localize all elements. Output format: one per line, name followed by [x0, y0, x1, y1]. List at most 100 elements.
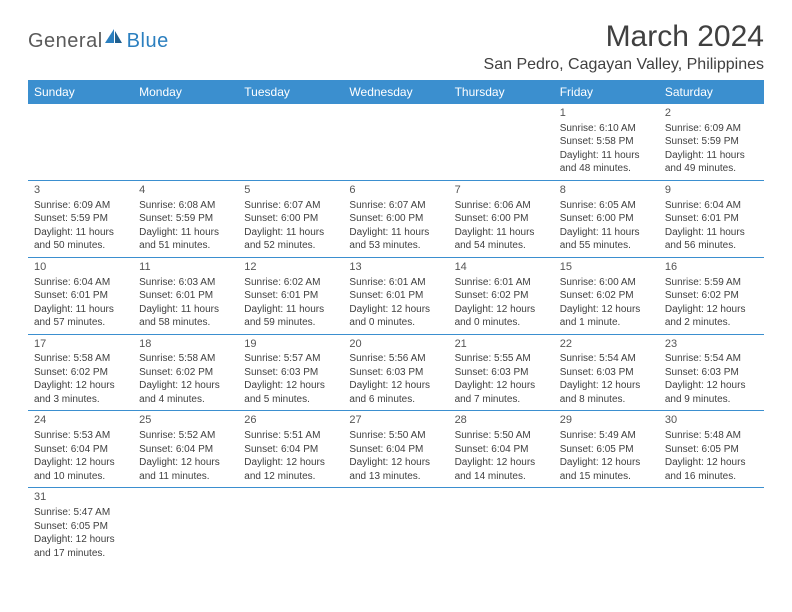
sunrise-text: Sunrise: 5:55 AM [455, 352, 548, 366]
calendar-cell: 11Sunrise: 6:03 AMSunset: 6:01 PMDayligh… [133, 257, 238, 334]
sunset-text: Sunset: 6:04 PM [349, 443, 442, 457]
daylight-text: Daylight: 12 hours and 4 minutes. [139, 379, 232, 406]
calendar-cell: 21Sunrise: 5:55 AMSunset: 6:03 PMDayligh… [449, 334, 554, 411]
day-number: 4 [139, 183, 232, 198]
sunrise-text: Sunrise: 5:52 AM [139, 429, 232, 443]
day-number: 20 [349, 337, 442, 352]
day-header: Sunday [28, 80, 133, 104]
calendar-cell [449, 488, 554, 564]
calendar-cell: 13Sunrise: 6:01 AMSunset: 6:01 PMDayligh… [343, 257, 448, 334]
sunrise-text: Sunrise: 6:01 AM [349, 276, 442, 290]
sunrise-text: Sunrise: 5:58 AM [34, 352, 127, 366]
day-header: Thursday [449, 80, 554, 104]
calendar-cell: 2Sunrise: 6:09 AMSunset: 5:59 PMDaylight… [659, 104, 764, 180]
day-number: 14 [455, 260, 548, 275]
sunrise-text: Sunrise: 5:53 AM [34, 429, 127, 443]
day-number: 16 [665, 260, 758, 275]
sunrise-text: Sunrise: 5:47 AM [34, 506, 127, 520]
sunset-text: Sunset: 6:03 PM [244, 366, 337, 380]
sunrise-text: Sunrise: 6:02 AM [244, 276, 337, 290]
calendar-row: 31Sunrise: 5:47 AMSunset: 6:05 PMDayligh… [28, 488, 764, 564]
sunrise-text: Sunrise: 5:57 AM [244, 352, 337, 366]
sunset-text: Sunset: 6:00 PM [560, 212, 653, 226]
brand-general: General [28, 30, 103, 53]
daylight-text: Daylight: 11 hours and 56 minutes. [665, 226, 758, 253]
location: San Pedro, Cagayan Valley, Philippines [484, 56, 764, 74]
sunset-text: Sunset: 6:04 PM [455, 443, 548, 457]
sunset-text: Sunset: 6:04 PM [34, 443, 127, 457]
sunset-text: Sunset: 6:03 PM [455, 366, 548, 380]
daylight-text: Daylight: 12 hours and 0 minutes. [455, 303, 548, 330]
sunset-text: Sunset: 6:00 PM [244, 212, 337, 226]
daylight-text: Daylight: 12 hours and 16 minutes. [665, 456, 758, 483]
daylight-text: Daylight: 11 hours and 57 minutes. [34, 303, 127, 330]
sunset-text: Sunset: 6:05 PM [560, 443, 653, 457]
sunset-text: Sunset: 6:02 PM [139, 366, 232, 380]
daylight-text: Daylight: 11 hours and 54 minutes. [455, 226, 548, 253]
sunset-text: Sunset: 6:01 PM [665, 212, 758, 226]
sunrise-text: Sunrise: 6:08 AM [139, 199, 232, 213]
daylight-text: Daylight: 12 hours and 2 minutes. [665, 303, 758, 330]
sunset-text: Sunset: 5:59 PM [665, 135, 758, 149]
sunrise-text: Sunrise: 5:59 AM [665, 276, 758, 290]
sunset-text: Sunset: 5:58 PM [560, 135, 653, 149]
calendar-cell: 14Sunrise: 6:01 AMSunset: 6:02 PMDayligh… [449, 257, 554, 334]
day-number: 11 [139, 260, 232, 275]
brand-logo: General Blue [28, 20, 169, 53]
sunrise-text: Sunrise: 6:01 AM [455, 276, 548, 290]
calendar-cell: 25Sunrise: 5:52 AMSunset: 6:04 PMDayligh… [133, 411, 238, 488]
daylight-text: Daylight: 12 hours and 15 minutes. [560, 456, 653, 483]
calendar-body: 1Sunrise: 6:10 AMSunset: 5:58 PMDaylight… [28, 104, 764, 564]
daylight-text: Daylight: 12 hours and 9 minutes. [665, 379, 758, 406]
calendar-cell: 16Sunrise: 5:59 AMSunset: 6:02 PMDayligh… [659, 257, 764, 334]
sunrise-text: Sunrise: 6:04 AM [665, 199, 758, 213]
day-header: Saturday [659, 80, 764, 104]
sunset-text: Sunset: 6:01 PM [34, 289, 127, 303]
sunset-text: Sunset: 6:01 PM [139, 289, 232, 303]
day-number: 15 [560, 260, 653, 275]
daylight-text: Daylight: 12 hours and 0 minutes. [349, 303, 442, 330]
day-number: 27 [349, 413, 442, 428]
calendar-cell: 3Sunrise: 6:09 AMSunset: 5:59 PMDaylight… [28, 180, 133, 257]
day-number: 28 [455, 413, 548, 428]
sunrise-text: Sunrise: 5:51 AM [244, 429, 337, 443]
calendar-cell: 9Sunrise: 6:04 AMSunset: 6:01 PMDaylight… [659, 180, 764, 257]
calendar-cell [343, 104, 448, 180]
calendar-cell: 27Sunrise: 5:50 AMSunset: 6:04 PMDayligh… [343, 411, 448, 488]
day-number: 22 [560, 337, 653, 352]
day-number: 21 [455, 337, 548, 352]
calendar-cell: 10Sunrise: 6:04 AMSunset: 6:01 PMDayligh… [28, 257, 133, 334]
calendar-cell: 6Sunrise: 6:07 AMSunset: 6:00 PMDaylight… [343, 180, 448, 257]
sunrise-text: Sunrise: 6:06 AM [455, 199, 548, 213]
sunset-text: Sunset: 5:59 PM [34, 212, 127, 226]
calendar-cell: 1Sunrise: 6:10 AMSunset: 5:58 PMDaylight… [554, 104, 659, 180]
sunrise-text: Sunrise: 5:54 AM [560, 352, 653, 366]
sunset-text: Sunset: 6:02 PM [665, 289, 758, 303]
day-number: 5 [244, 183, 337, 198]
sail-icon [103, 27, 125, 45]
sunset-text: Sunset: 6:00 PM [349, 212, 442, 226]
calendar-cell [238, 488, 343, 564]
daylight-text: Daylight: 11 hours and 51 minutes. [139, 226, 232, 253]
day-number: 19 [244, 337, 337, 352]
sunset-text: Sunset: 6:01 PM [244, 289, 337, 303]
day-number: 17 [34, 337, 127, 352]
calendar-cell: 24Sunrise: 5:53 AMSunset: 6:04 PMDayligh… [28, 411, 133, 488]
daylight-text: Daylight: 11 hours and 48 minutes. [560, 149, 653, 176]
day-number: 24 [34, 413, 127, 428]
calendar-cell [133, 488, 238, 564]
daylight-text: Daylight: 12 hours and 12 minutes. [244, 456, 337, 483]
sunset-text: Sunset: 6:04 PM [244, 443, 337, 457]
daylight-text: Daylight: 12 hours and 7 minutes. [455, 379, 548, 406]
calendar-row: 1Sunrise: 6:10 AMSunset: 5:58 PMDaylight… [28, 104, 764, 180]
daylight-text: Daylight: 11 hours and 55 minutes. [560, 226, 653, 253]
day-number: 25 [139, 413, 232, 428]
sunset-text: Sunset: 6:02 PM [34, 366, 127, 380]
day-header: Friday [554, 80, 659, 104]
sunset-text: Sunset: 6:01 PM [349, 289, 442, 303]
day-number: 7 [455, 183, 548, 198]
calendar-cell [554, 488, 659, 564]
day-number: 9 [665, 183, 758, 198]
calendar-cell: 28Sunrise: 5:50 AMSunset: 6:04 PMDayligh… [449, 411, 554, 488]
daylight-text: Daylight: 11 hours and 52 minutes. [244, 226, 337, 253]
